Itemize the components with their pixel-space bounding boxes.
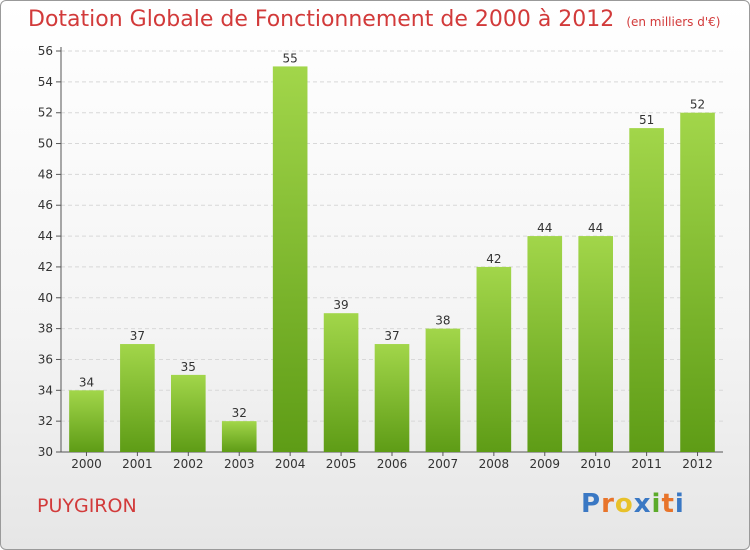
y-tick-label: 44 <box>38 229 53 243</box>
bar-2010 <box>578 236 614 452</box>
x-tick-label-2006: 2006 <box>377 457 408 471</box>
x-tick-label-2005: 2005 <box>326 457 357 471</box>
y-tick-label: 36 <box>38 352 53 366</box>
unit-label: (en milliers d'€) <box>626 15 721 29</box>
x-tick-label-2008: 2008 <box>479 457 510 471</box>
logo-letter: t <box>661 489 675 519</box>
x-tick-label-2003: 2003 <box>224 457 255 471</box>
logo-letter: P <box>581 489 602 519</box>
x-tick-label-2009: 2009 <box>529 457 560 471</box>
value-label-2006: 37 <box>384 329 399 343</box>
x-tick-label-2001: 2001 <box>122 457 153 471</box>
y-tick-label: 42 <box>38 260 53 274</box>
town-name: PUYGIRON <box>37 495 137 517</box>
y-tick-label: 30 <box>38 445 53 459</box>
bar-2002 <box>170 374 206 452</box>
value-label-2012: 52 <box>690 98 705 112</box>
logo-letter: o <box>614 489 634 519</box>
x-tick-label-2004: 2004 <box>275 457 306 471</box>
y-tick-label: 56 <box>38 44 53 58</box>
bar-2004 <box>272 66 308 452</box>
bar-2009 <box>527 236 563 452</box>
y-tick-label: 46 <box>38 198 53 212</box>
y-tick-label: 34 <box>38 383 53 397</box>
y-tick-label: 38 <box>38 322 53 336</box>
y-tick-label: 54 <box>38 75 53 89</box>
y-tick-label: 32 <box>38 414 53 428</box>
y-tick-label: 40 <box>38 291 53 305</box>
bar-2008 <box>476 266 512 452</box>
bar-2011 <box>629 128 664 452</box>
title-text: Dotation Globale de Fonctionnement de 20… <box>28 7 615 32</box>
value-label-2004: 55 <box>283 51 298 65</box>
y-tick-label: 50 <box>38 137 53 151</box>
value-label-2010: 44 <box>588 221 603 235</box>
y-tick-label: 52 <box>38 106 53 120</box>
logo-letter: x <box>633 489 652 519</box>
bar-2007 <box>425 328 461 452</box>
x-tick-label-2002: 2002 <box>173 457 204 471</box>
bar-2001 <box>120 344 155 452</box>
value-label-2011: 51 <box>639 113 654 127</box>
logo-letter: r <box>601 489 615 519</box>
x-tick-label-2012: 2012 <box>682 457 713 471</box>
proxiti-logo: Proxiti <box>581 489 685 519</box>
bar-2003 <box>221 421 257 452</box>
value-label-2000: 34 <box>79 375 94 389</box>
x-tick-label-2007: 2007 <box>428 457 459 471</box>
logo-letter: i <box>651 489 662 519</box>
y-tick-label: 48 <box>38 167 53 181</box>
x-tick-label-2000: 2000 <box>71 457 102 471</box>
x-tick-label-2010: 2010 <box>580 457 611 471</box>
value-label-2002: 35 <box>181 360 196 374</box>
bar-2000 <box>69 390 104 452</box>
bar-2006 <box>374 344 410 452</box>
x-tick-label-2011: 2011 <box>631 457 662 471</box>
logo-letter: i <box>674 489 685 519</box>
value-label-2003: 32 <box>232 406 247 420</box>
value-label-2007: 38 <box>435 314 450 328</box>
value-label-2008: 42 <box>486 252 501 266</box>
chart-title: Dotation Globale de Fonctionnement de 20… <box>28 7 720 32</box>
value-label-2001: 37 <box>130 329 145 343</box>
bar-2012 <box>680 112 715 452</box>
bar-2005 <box>323 313 359 452</box>
value-label-2009: 44 <box>537 221 552 235</box>
value-label-2005: 39 <box>333 298 348 312</box>
